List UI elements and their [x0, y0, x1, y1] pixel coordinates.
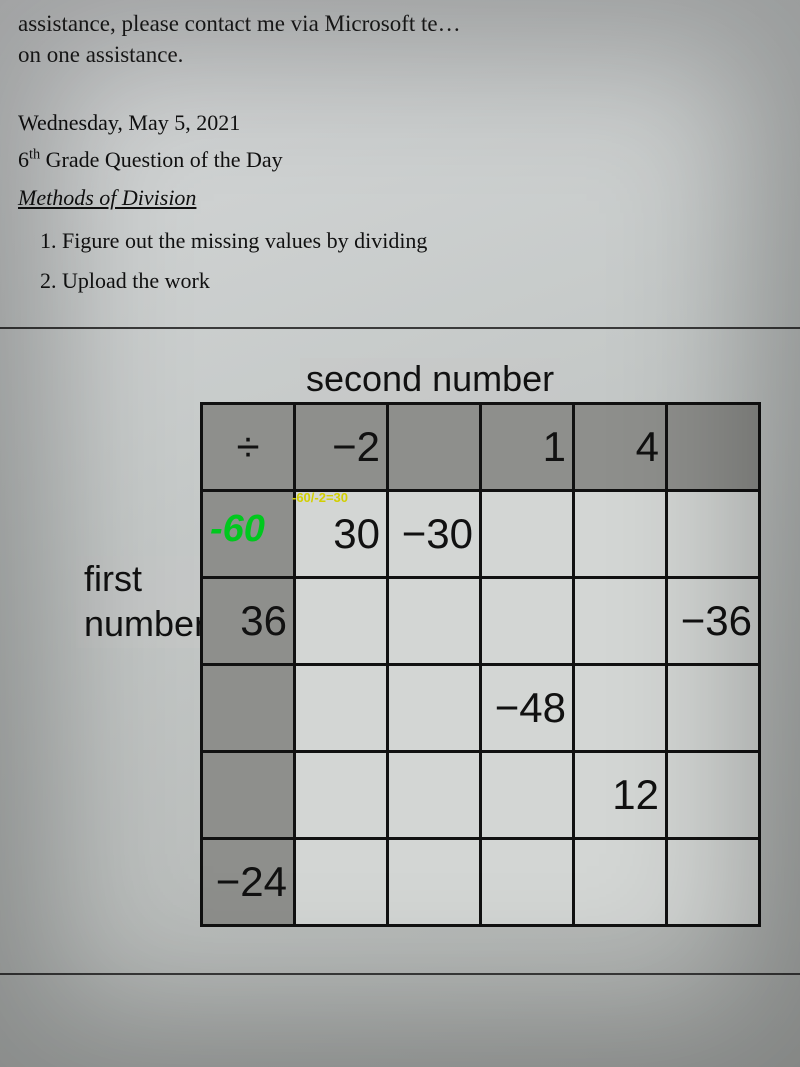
table-hdr-cell	[667, 404, 760, 491]
table-hdr-cell: 4	[574, 404, 667, 491]
table-cell	[574, 665, 667, 752]
horizontal-rule-bottom	[0, 973, 800, 975]
table-rowhdr-cell	[202, 752, 295, 839]
table-hdr-cell: 1	[481, 404, 574, 491]
first-number-label: first number	[76, 556, 214, 648]
table-hdr-cell: ÷	[202, 404, 295, 491]
table-row: 30 −30	[202, 491, 760, 578]
table-cell	[295, 665, 388, 752]
second-number-label: second number	[300, 358, 560, 400]
instruction-item: Upload the work	[62, 262, 782, 299]
instruction-item: Figure out the missing values by dividin…	[62, 222, 782, 259]
table-cell	[481, 491, 574, 578]
table-cell	[295, 578, 388, 665]
annotation-equation: -60/-2=30	[292, 490, 348, 505]
table-cell: −36	[667, 578, 760, 665]
table-row: −48	[202, 665, 760, 752]
table-header-row: ÷ −2 1 4	[202, 404, 760, 491]
table-cell	[388, 752, 481, 839]
horizontal-rule	[0, 327, 800, 329]
topic-heading: Methods of Division	[18, 179, 782, 216]
table-cell: −30	[388, 491, 481, 578]
table-rowhdr-cell: 36	[202, 578, 295, 665]
table-cell: 12	[574, 752, 667, 839]
table-cell	[481, 839, 574, 926]
table-cell	[388, 578, 481, 665]
table-cell	[667, 839, 760, 926]
table-cell	[574, 578, 667, 665]
table-row: 12	[202, 752, 760, 839]
table-rowhdr-cell	[202, 665, 295, 752]
annotation-neg60: -60	[210, 508, 265, 551]
table-hdr-cell: −2	[295, 404, 388, 491]
table-cell	[481, 752, 574, 839]
table-hdr-cell	[388, 404, 481, 491]
intro-line2: on one assistance.	[18, 42, 183, 67]
table-row: 36 −36	[202, 578, 760, 665]
table-cell	[388, 839, 481, 926]
date-line: Wednesday, May 5, 2021	[18, 104, 782, 141]
instructions-list: Figure out the missing values by dividin…	[18, 222, 782, 299]
table-cell: −48	[481, 665, 574, 752]
table-cell	[667, 665, 760, 752]
table-cell	[667, 491, 760, 578]
table-row: −24	[202, 839, 760, 926]
table-cell	[574, 839, 667, 926]
intro-line1: assistance, please contact me via Micros…	[18, 11, 461, 36]
table-cell	[295, 839, 388, 926]
table-cell	[667, 752, 760, 839]
table-rowhdr-cell: −24	[202, 839, 295, 926]
grade-line: 6th Grade Question of the Day	[18, 141, 782, 178]
division-table: ÷ −2 1 4 30 −30 36 −36 −48	[200, 402, 761, 927]
table-cell	[388, 665, 481, 752]
table-cell	[481, 578, 574, 665]
intro-text: assistance, please contact me via Micros…	[18, 8, 782, 70]
table-cell	[295, 752, 388, 839]
table-cell	[574, 491, 667, 578]
